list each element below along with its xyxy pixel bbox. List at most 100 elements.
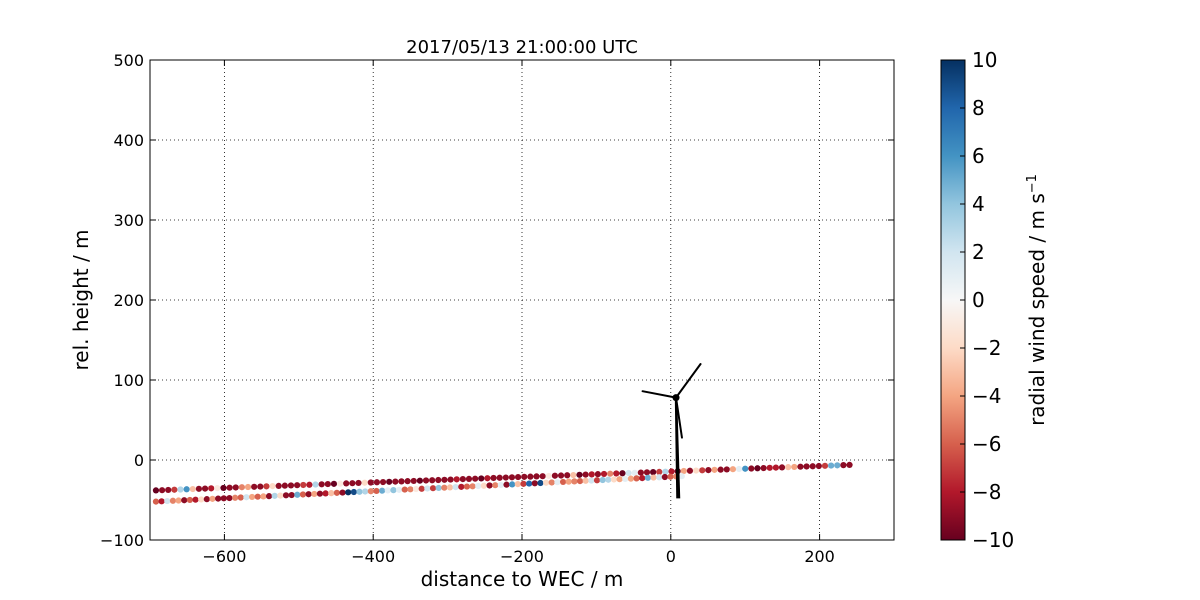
colorbar-tick-label: 2 [972, 240, 985, 264]
data-point [300, 481, 307, 489]
data-point [475, 482, 482, 490]
data-point [175, 497, 182, 504]
data-point [232, 494, 239, 501]
data-point [401, 486, 408, 493]
data-point [441, 484, 448, 491]
data-point [244, 483, 252, 491]
data-point [424, 485, 431, 492]
data-point [294, 491, 301, 498]
data-point [345, 489, 352, 496]
data-point [361, 479, 368, 486]
data-point [238, 484, 245, 491]
x-axis-label: distance to WEC / m [421, 567, 624, 591]
data-point [599, 476, 606, 484]
colorbar-tick-label: −4 [972, 384, 1001, 408]
data-point [435, 484, 442, 492]
data-point [339, 489, 346, 496]
data-point [846, 461, 853, 469]
data-point [171, 486, 178, 493]
y-tick-label: 500 [113, 51, 144, 70]
data-point [164, 497, 171, 505]
data-point [607, 470, 614, 477]
data-point [627, 475, 635, 482]
data-point [282, 492, 290, 499]
data-point [447, 476, 454, 483]
data-point [840, 462, 847, 469]
data-point [362, 488, 369, 495]
data-point [177, 486, 184, 493]
data-point [815, 462, 822, 470]
data-point [678, 473, 685, 480]
data-point [492, 482, 499, 489]
data-point [551, 472, 559, 479]
data-point [392, 478, 399, 485]
data-point [379, 487, 386, 494]
y-tick-label: 300 [113, 211, 144, 230]
data-point [243, 494, 250, 501]
data-point [625, 469, 632, 477]
data-point [452, 484, 459, 491]
data-point [418, 485, 425, 492]
y-tick-label: 100 [113, 371, 144, 390]
y-tick-label: 200 [113, 291, 144, 310]
data-point [422, 477, 430, 484]
data-point [183, 486, 190, 493]
data-point [531, 480, 538, 487]
data-point [195, 485, 203, 492]
data-point [367, 488, 374, 495]
data-point [254, 493, 261, 500]
data-point [533, 473, 540, 480]
data-point [446, 484, 454, 491]
data-point [158, 498, 165, 505]
data-point [508, 474, 516, 481]
data-point [742, 465, 749, 472]
data-point [379, 478, 387, 486]
data-point [497, 481, 504, 489]
data-point [186, 496, 193, 504]
data-point [594, 471, 601, 478]
x-tick-label: −200 [500, 547, 544, 566]
data-point [152, 498, 160, 505]
data-point [633, 475, 640, 482]
data-point [333, 489, 340, 496]
colorbar-tick-label: −6 [972, 432, 1001, 456]
data-point [593, 477, 601, 484]
data-point [189, 485, 196, 493]
y-tick-label: 0 [134, 451, 144, 470]
data-point [588, 477, 595, 484]
data-point [395, 486, 403, 493]
colorbar-tick-label: −2 [972, 336, 1001, 360]
data-point [336, 480, 344, 487]
data-point [486, 482, 493, 489]
data-point [526, 480, 533, 487]
data-point [324, 480, 331, 488]
data-point [616, 476, 623, 483]
data-point [251, 483, 258, 490]
data-point [631, 469, 638, 476]
data-point [723, 466, 730, 473]
data-point [299, 491, 307, 498]
data-point [668, 468, 675, 475]
data-point [209, 495, 216, 502]
data-point [605, 476, 612, 483]
turbine-hub [672, 394, 680, 402]
colorbar-tick-label: 6 [972, 144, 985, 168]
scatter-points [152, 461, 853, 505]
data-point [469, 483, 476, 490]
data-point [564, 472, 571, 479]
data-point [667, 473, 674, 480]
data-point [198, 496, 205, 503]
data-point [384, 487, 391, 494]
colorbar-tick-label: 0 [972, 288, 985, 312]
data-point [503, 481, 510, 488]
data-point [548, 479, 555, 486]
data-point [571, 478, 578, 485]
data-point [637, 469, 644, 476]
data-point [520, 480, 527, 487]
data-point [215, 495, 222, 502]
data-point [656, 468, 663, 475]
data-point [760, 464, 767, 472]
colorbar-label: radial wind speed / m s−1 [1025, 174, 1049, 426]
data-point [537, 479, 544, 487]
wind-turbine-icon [641, 363, 702, 499]
